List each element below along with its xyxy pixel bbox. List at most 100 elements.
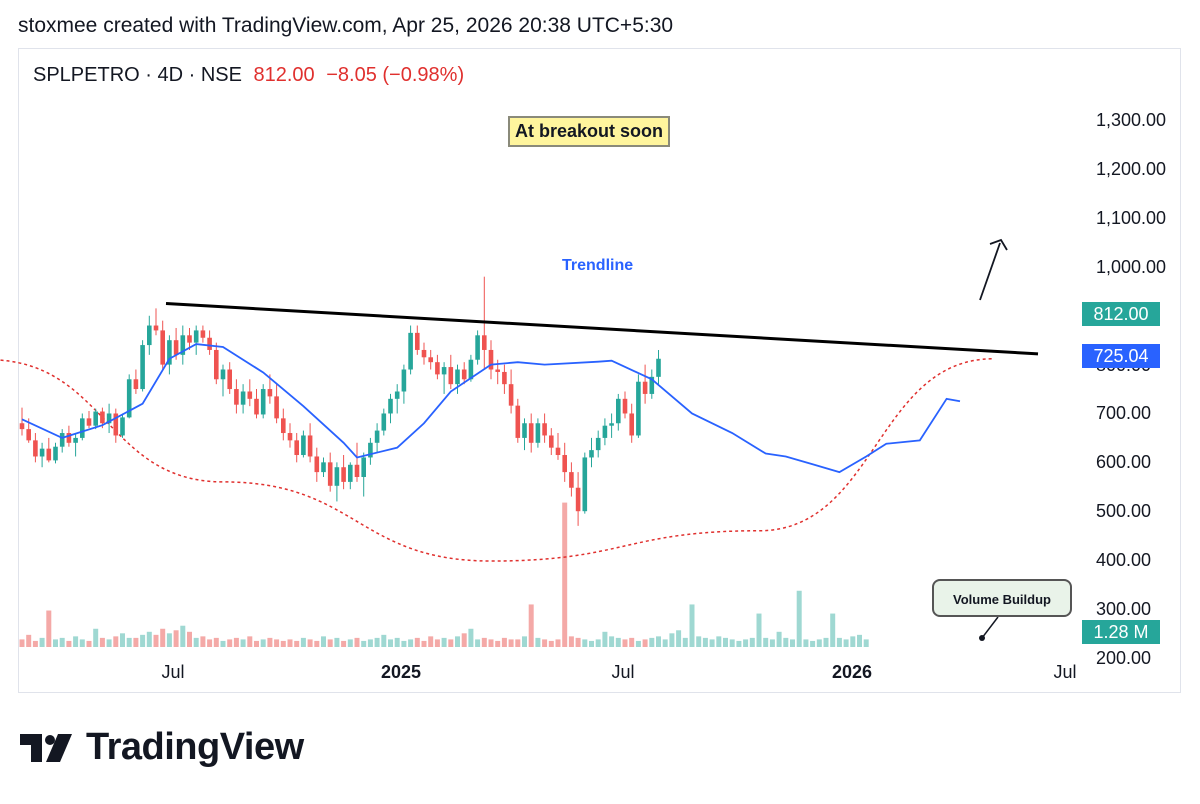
volume-bar [528, 604, 534, 647]
candle-body [482, 335, 487, 350]
volume-bar [857, 634, 862, 647]
volume-bar [743, 639, 749, 647]
chart-panel[interactable] [18, 48, 1181, 693]
candle-body [46, 448, 52, 461]
volume-bar [662, 639, 668, 647]
volume-bar [810, 640, 816, 647]
candle-body [562, 455, 567, 473]
volume-bar [274, 639, 280, 647]
candle-body [629, 413, 634, 436]
volume-bar [843, 639, 849, 647]
volume-bar [716, 636, 722, 647]
volume-bar [495, 640, 501, 647]
volume-bar [99, 637, 105, 647]
volume-bar [146, 631, 152, 647]
tradingview-logo[interactable]: TradingView [20, 726, 304, 769]
candle-body [415, 332, 420, 350]
volume-bar [220, 640, 226, 647]
volume-bar [622, 639, 628, 647]
volume-bar [468, 628, 474, 647]
tradingview-logo-icon [20, 733, 72, 762]
candle-body [522, 423, 527, 438]
price-tick-label: 200.00 [1096, 647, 1152, 668]
trendline-label[interactable]: Trendline [562, 257, 634, 274]
candle-body [448, 367, 454, 385]
volume-bar [381, 634, 387, 647]
resistance-trendline [165, 302, 1039, 356]
candle-body [173, 340, 179, 355]
candle-body [106, 413, 112, 424]
candle-body [281, 418, 286, 434]
candle-body [113, 413, 119, 436]
volume-bar [66, 640, 72, 647]
volume-bar [267, 637, 273, 647]
volume-bar [233, 637, 239, 647]
candle-body [535, 423, 541, 443]
candle-body [193, 330, 199, 343]
volume-bar [73, 636, 79, 647]
time-tick-label: 2025 [380, 662, 422, 682]
price-tick-label: 1,000.00 [1096, 256, 1167, 277]
candle-body [348, 464, 353, 482]
volume-bar [227, 639, 233, 647]
candle-body [73, 437, 78, 443]
volume-bar [280, 640, 286, 647]
candle-body [549, 435, 554, 448]
volume-buildup-callout[interactable]: Volume Buildup [932, 579, 1072, 617]
breakout-callout[interactable]: At breakout soon [508, 116, 671, 147]
volume-bar [850, 636, 856, 647]
candle-body [488, 349, 494, 370]
candle-body [341, 467, 346, 482]
volume-bar [26, 634, 32, 647]
volume-bar [53, 639, 58, 647]
volume-bar [763, 637, 769, 647]
symbol-legend[interactable]: SPLPETRO · 4D · NSE 812.00 −8.05 (−0.98%… [33, 64, 464, 87]
candle-body [515, 405, 521, 438]
candle-body [642, 381, 648, 394]
volume-bar [776, 631, 782, 647]
volume-bar [836, 637, 842, 647]
candle-body [334, 467, 340, 486]
candle-body [220, 369, 226, 380]
volume-bar [542, 639, 548, 647]
volume-bar [106, 639, 112, 647]
candle-body [66, 433, 72, 443]
volume-bar [354, 637, 360, 647]
candle-body [381, 413, 387, 431]
volume-bar [200, 636, 206, 647]
volume-bar [160, 628, 166, 647]
candle-body [595, 437, 601, 451]
candle-body [555, 447, 561, 456]
volume-bar [260, 639, 266, 647]
volume-bar [334, 637, 340, 647]
time-tick-label: Jul [1053, 662, 1077, 682]
candle-body [589, 450, 594, 458]
volume-bar [394, 637, 400, 647]
volume-bar [414, 637, 420, 647]
volume-bar [388, 639, 393, 647]
volume-bar [548, 640, 554, 647]
candle-body [207, 337, 212, 350]
volume-callout-dot [979, 635, 985, 641]
volume-bar [790, 639, 795, 647]
candle-body [314, 456, 320, 473]
volume-bar [568, 636, 574, 647]
candle-body [180, 335, 186, 355]
candle-body [468, 359, 474, 380]
candle-body [354, 464, 360, 477]
volume-bar [321, 636, 326, 647]
volume-bar [59, 637, 65, 647]
cup-curve-line [0, 358, 994, 562]
volume-bar [723, 637, 728, 647]
candle-body [455, 369, 460, 385]
volume-bar [367, 639, 373, 647]
volume-bar [19, 639, 25, 647]
candle-body [374, 430, 380, 443]
volume-bar [421, 640, 427, 647]
volume-bar [689, 604, 695, 647]
volume-bar [193, 637, 199, 647]
volume-bar [140, 634, 146, 647]
volume-bar [361, 640, 367, 647]
volume-bar [39, 637, 45, 647]
